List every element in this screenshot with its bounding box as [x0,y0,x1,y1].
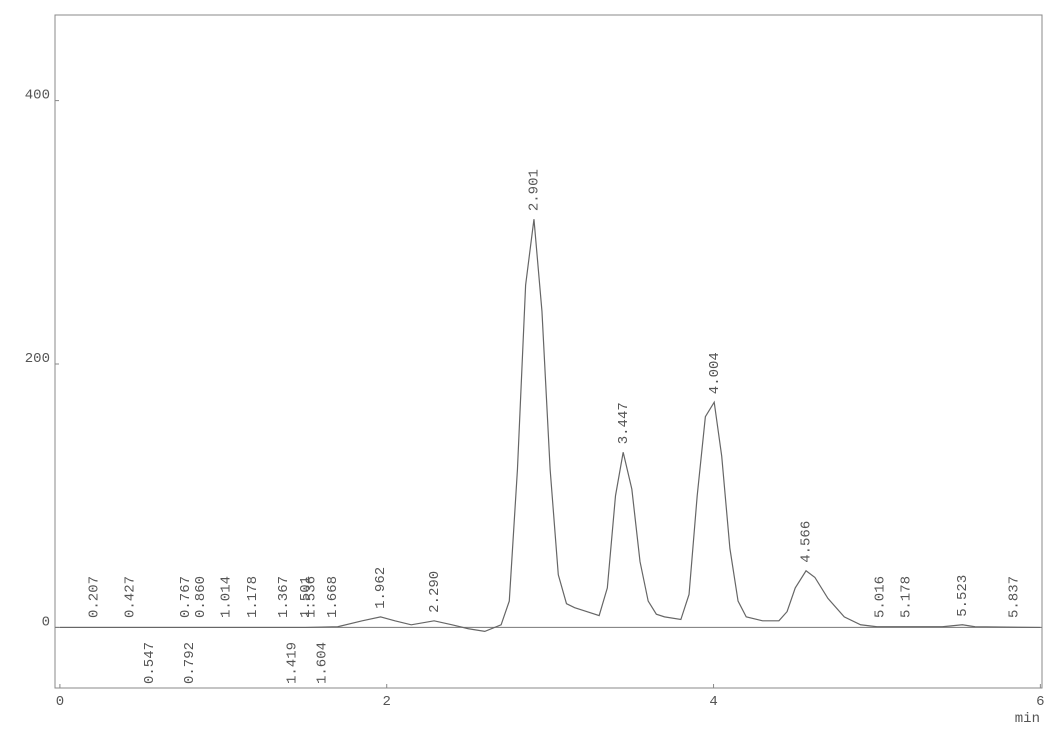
peak-label: 4.566 [799,521,815,563]
peak-label: 1.367 [276,576,292,618]
peak-label: 1.604 [315,642,331,684]
peak-label: 2.901 [527,169,543,211]
peak-label: 1.962 [373,567,389,609]
peak-label: 5.837 [1006,576,1022,618]
y-tick-label: 400 [25,88,50,104]
peak-label: 0.207 [86,576,102,618]
x-axis-unit: min [1015,711,1040,727]
peak-label: 2.290 [427,571,443,613]
peak-label: 0.547 [142,642,158,684]
y-tick-label: 200 [25,351,50,367]
peak-label: 5.016 [872,576,888,618]
peak-label: 0.767 [178,576,194,618]
x-tick-label: 6 [1036,694,1044,710]
peak-label: 1.178 [245,576,261,618]
peak-label: 1.419 [284,642,300,684]
peak-label: 1.668 [325,576,341,618]
peak-label: 3.447 [616,402,632,444]
x-tick-label: 4 [709,694,717,710]
chromatogram-trace [60,219,1040,631]
peak-label: 5.523 [955,575,971,617]
peak-label: 0.860 [193,576,209,618]
x-tick-label: 0 [56,694,64,710]
peak-label: 5.178 [899,576,915,618]
peak-label: 4.004 [707,352,723,394]
peak-label: 1.014 [218,576,234,618]
peak-label: 0.427 [122,576,138,618]
y-tick-label: 0 [42,614,50,630]
peak-label: 1.536 [304,576,320,618]
peak-label: 0.792 [182,642,198,684]
chart: min 0 200 400 0 2 4 6 0.207 0.427 0.7670.860 1.014… [0,0,1046,731]
x-tick-label: 2 [383,694,391,710]
